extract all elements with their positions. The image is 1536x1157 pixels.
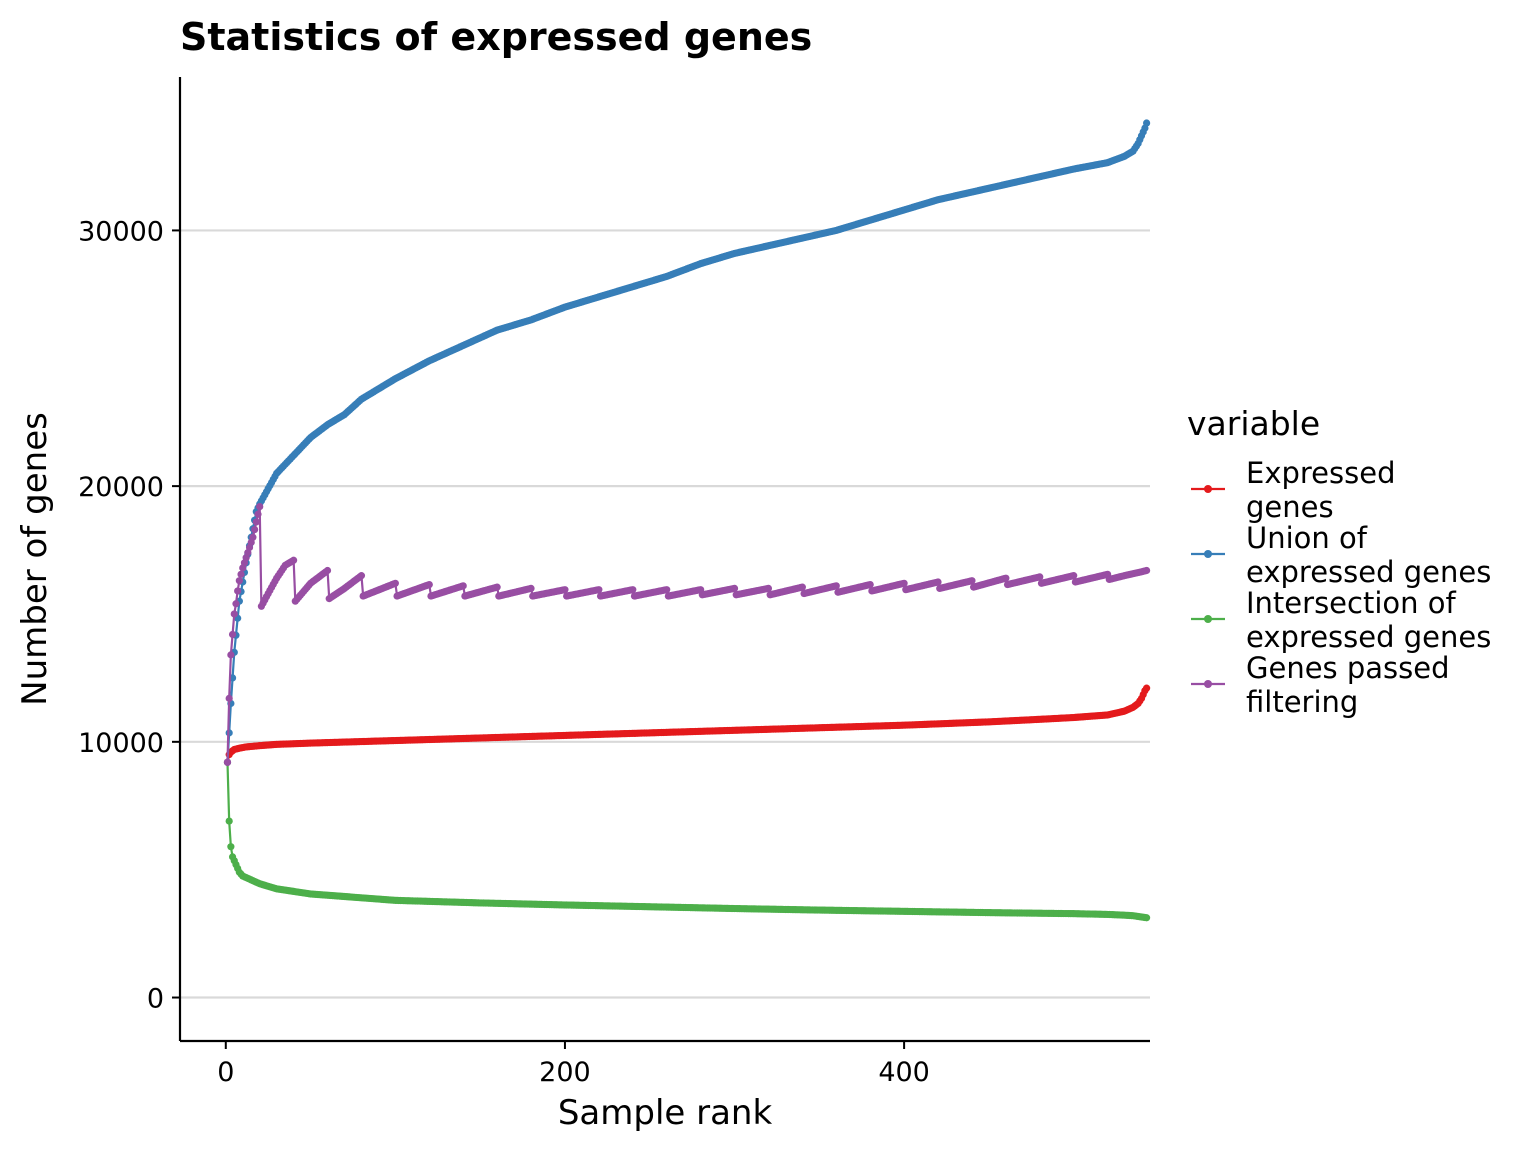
- point-intersection-of-expressed-genes-2: [225, 817, 233, 825]
- point-genes-passed-filtering-440: [968, 577, 976, 585]
- point-genes-passed-filtering-180: [527, 584, 535, 593]
- point-genes-passed-filtering-17: [251, 525, 259, 534]
- y-tick-label-2: 20000: [78, 472, 164, 503]
- y-axis-title: Number of genes: [15, 412, 55, 706]
- point-genes-passed-filtering-100: [391, 579, 399, 587]
- series-line-intersection-of-expressed-genes: [226, 762, 1147, 919]
- point-genes-passed-filtering-2: [225, 694, 233, 702]
- legend-key-dot-1: [1204, 550, 1212, 558]
- point-expressed-genes-543: [1143, 684, 1151, 692]
- legend-key-dot-3: [1204, 680, 1212, 688]
- x-tick-label-0: 0: [217, 1057, 234, 1088]
- point-genes-passed-filtering-6: [232, 600, 240, 608]
- point-genes-passed-filtering-1: [223, 758, 232, 766]
- point-genes-passed-filtering-8: [235, 577, 243, 585]
- point-genes-passed-filtering-140: [459, 582, 467, 590]
- point-genes-passed-filtering-260: [663, 586, 671, 594]
- series-line-expressed-genes: [226, 687, 1148, 763]
- legend-label-2-0: Intersection of: [1246, 586, 1456, 620]
- series-line-union-of-expressed-genes: [226, 122, 1148, 763]
- point-genes-passed-filtering-19: [254, 510, 262, 518]
- series-layer: [223, 119, 1151, 922]
- point-genes-passed-filtering-543: [1143, 566, 1151, 575]
- legend-key-dot-2: [1204, 615, 1212, 623]
- x-axis-title: Sample rank: [558, 1093, 773, 1133]
- point-genes-passed-filtering-220: [595, 586, 603, 594]
- point-genes-passed-filtering-80: [357, 572, 366, 580]
- point-genes-passed-filtering-16: [249, 533, 257, 541]
- point-genes-passed-filtering-380: [866, 580, 874, 589]
- point-genes-passed-filtering-60: [323, 566, 332, 575]
- legend-label-0-0: Expressed: [1246, 456, 1396, 490]
- point-genes-passed-filtering-5: [230, 610, 238, 618]
- point-genes-passed-filtering-400: [900, 579, 908, 587]
- point-genes-passed-filtering-320: [764, 584, 773, 593]
- legend-label-3-1: filtering: [1246, 685, 1358, 719]
- point-genes-passed-filtering-9: [237, 570, 245, 578]
- point-genes-passed-filtering-360: [832, 582, 840, 590]
- point-genes-passed-filtering-160: [493, 583, 501, 591]
- gridlines: [180, 229, 1150, 999]
- point-genes-passed-filtering-20: [256, 502, 264, 511]
- legend-key-dot-0: [1204, 485, 1212, 493]
- point-genes-passed-filtering-200: [561, 586, 569, 594]
- x-tick-label-1: 200: [539, 1057, 591, 1088]
- point-genes-passed-filtering-500: [1070, 572, 1078, 580]
- legend-label-2-1: expressed genes: [1246, 620, 1491, 654]
- point-genes-passed-filtering-300: [730, 584, 739, 593]
- point-genes-passed-filtering-460: [1002, 574, 1010, 582]
- y-tick-label-1: 10000: [78, 728, 164, 759]
- chart-title: Statistics of expressed genes: [180, 15, 812, 59]
- x-tick-label-2: 400: [878, 1057, 930, 1088]
- y-tick-label-3: 30000: [78, 216, 164, 247]
- point-genes-passed-filtering-120: [425, 580, 433, 589]
- point-genes-passed-filtering-3: [227, 651, 235, 659]
- legend-label-0-1: genes: [1246, 490, 1334, 524]
- series-genes-passed-filtering: [223, 502, 1151, 766]
- point-genes-passed-filtering-7: [234, 587, 242, 595]
- point-genes-passed-filtering-420: [934, 578, 942, 586]
- point-genes-passed-filtering-4: [228, 630, 237, 639]
- point-genes-passed-filtering-240: [629, 586, 637, 594]
- ticks: 0 10000 20000 30000 0 200 400: [78, 216, 930, 1088]
- series-union-of-expressed-genes: [223, 119, 1151, 766]
- point-genes-passed-filtering-18: [252, 518, 260, 526]
- axes: [178, 77, 1150, 1043]
- series-intersection-of-expressed-genes: [223, 758, 1151, 922]
- legend-label-1-1: expressed genes: [1246, 555, 1491, 589]
- point-genes-passed-filtering-340: [798, 583, 806, 591]
- legend-label-1-0: Union of: [1246, 521, 1368, 555]
- legend-label-3-0: Genes passed: [1246, 651, 1450, 685]
- y-tick-label-0: 0: [147, 984, 164, 1015]
- point-union-of-expressed-genes-543: [1143, 119, 1151, 127]
- point-genes-passed-filtering-40: [290, 556, 298, 564]
- series-expressed-genes: [223, 684, 1151, 766]
- point-intersection-of-expressed-genes-543: [1143, 914, 1151, 922]
- point-intersection-of-expressed-genes-3: [227, 843, 235, 851]
- point-genes-passed-filtering-480: [1036, 573, 1044, 581]
- legend-title: variable: [1187, 404, 1320, 443]
